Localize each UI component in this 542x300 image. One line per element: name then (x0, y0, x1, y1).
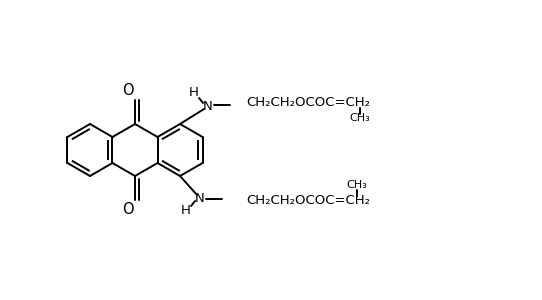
Text: N: N (203, 100, 213, 112)
Text: CH₃: CH₃ (347, 180, 367, 190)
Text: CH₃: CH₃ (350, 113, 370, 123)
Text: CH₂CH₂OCOC=CH₂: CH₂CH₂OCOC=CH₂ (246, 194, 370, 208)
Text: H: H (181, 205, 191, 218)
Text: O: O (122, 83, 134, 98)
Text: N: N (195, 191, 205, 205)
Text: CH₂CH₂OCOC=CH₂: CH₂CH₂OCOC=CH₂ (246, 97, 370, 110)
Text: H: H (189, 86, 199, 100)
Text: O: O (122, 202, 134, 217)
